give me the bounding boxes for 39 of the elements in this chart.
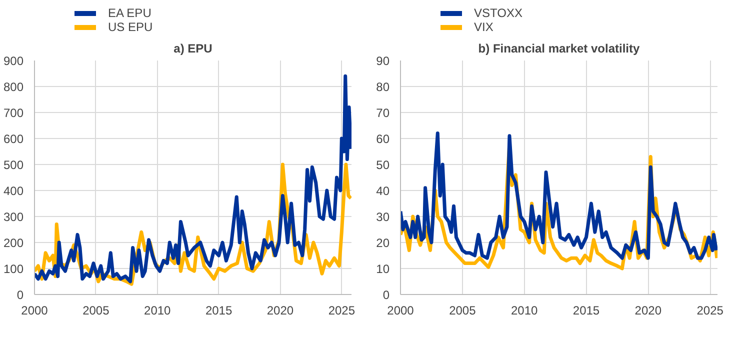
y-tick-label: 600 bbox=[3, 132, 24, 146]
y-tick-label: 40 bbox=[376, 184, 390, 198]
y-tick-label: 500 bbox=[3, 158, 24, 172]
y-tick-label: 60 bbox=[376, 132, 390, 146]
y-tick-label: 30 bbox=[376, 210, 390, 224]
y-tick-label: 200 bbox=[3, 236, 24, 250]
y-tick-label: 20 bbox=[376, 236, 390, 250]
x-tick-label: 2015 bbox=[572, 304, 600, 318]
x-tick-label: 2000 bbox=[387, 304, 414, 318]
x-tick-label: 2000 bbox=[21, 304, 48, 318]
chart-title: b) Financial market volatility bbox=[478, 42, 640, 56]
chart-title: a) EPU bbox=[174, 42, 212, 56]
y-tick-label: 400 bbox=[3, 184, 24, 198]
x-tick-label: 2010 bbox=[510, 304, 538, 318]
legend-label: VIX bbox=[474, 20, 494, 34]
x-tick-label: 2020 bbox=[266, 304, 294, 318]
x-tick-label: 2005 bbox=[82, 304, 110, 318]
legend-label: US EPU bbox=[108, 20, 153, 34]
y-tick-label: 0 bbox=[382, 288, 390, 302]
x-tick-label: 2020 bbox=[634, 304, 662, 318]
x-tick-label: 2010 bbox=[144, 304, 172, 318]
x-tick-label: 2025 bbox=[696, 304, 724, 318]
y-tick-label: 100 bbox=[3, 262, 24, 276]
legend-label: VSTOXX bbox=[474, 6, 522, 20]
y-tick-label: 90 bbox=[376, 54, 390, 68]
y-tick-label: 10 bbox=[376, 262, 390, 276]
y-tick-label: 700 bbox=[3, 106, 24, 120]
line-series bbox=[34, 74, 352, 284]
y-tick-label: 900 bbox=[3, 54, 24, 68]
x-tick-label: 2015 bbox=[205, 304, 232, 318]
x-tick-label: 2005 bbox=[449, 304, 476, 318]
legend-label: EA EPU bbox=[108, 6, 152, 20]
y-tick-label: 0 bbox=[16, 288, 24, 302]
y-tick-label: 800 bbox=[3, 80, 24, 94]
y-tick-label: 70 bbox=[376, 106, 390, 120]
y-tick-label: 50 bbox=[376, 158, 390, 172]
y-tick-label: 300 bbox=[3, 210, 24, 224]
x-tick-label: 2025 bbox=[328, 304, 356, 318]
y-tick-label: 80 bbox=[376, 80, 390, 94]
